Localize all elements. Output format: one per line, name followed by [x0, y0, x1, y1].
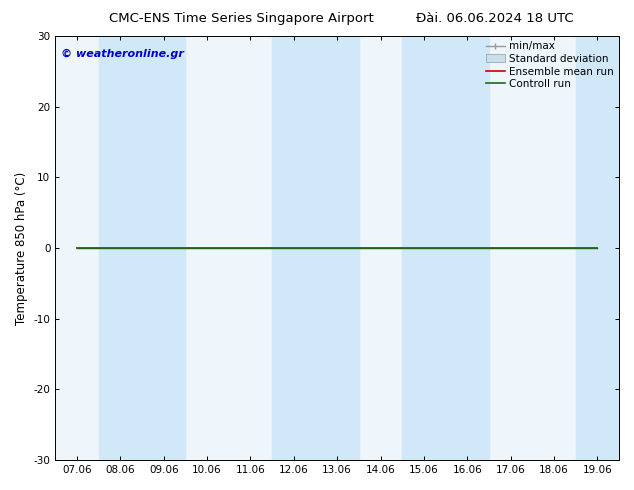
Text: Đài. 06.06.2024 18 UTC: Đài. 06.06.2024 18 UTC [416, 12, 573, 25]
Bar [446, 36, 489, 460]
Bar [316, 36, 359, 460]
Bar [576, 36, 619, 460]
Text: © weatheronline.gr: © weatheronline.gr [61, 49, 184, 59]
Legend: min/max, Standard deviation, Ensemble mean run, Controll run: min/max, Standard deviation, Ensemble me… [484, 39, 616, 91]
Bar [99, 36, 142, 460]
Text: CMC-ENS Time Series Singapore Airport: CMC-ENS Time Series Singapore Airport [108, 12, 373, 25]
Bar [142, 36, 185, 460]
Bar [272, 36, 316, 460]
Y-axis label: Temperature 850 hPa (°C): Temperature 850 hPa (°C) [15, 172, 28, 325]
Bar [402, 36, 446, 460]
